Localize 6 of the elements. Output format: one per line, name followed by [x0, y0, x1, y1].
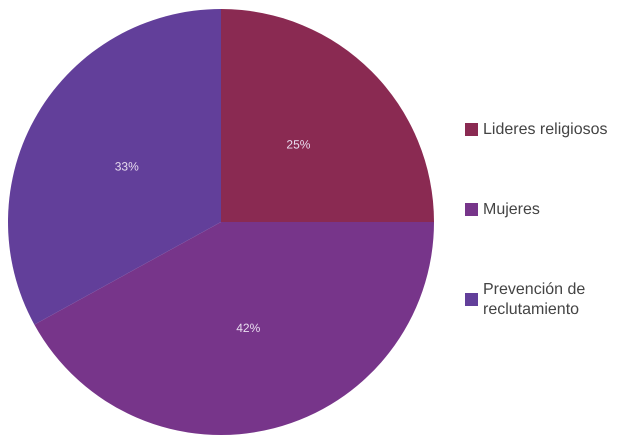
- data-label: 33%: [114, 159, 140, 174]
- legend-label: Prevención de reclutamiento: [483, 281, 590, 318]
- legend-label: Mujeres: [483, 201, 540, 218]
- legend-label: Lideres religiosos: [483, 121, 608, 138]
- data-label: 25%: [286, 138, 311, 152]
- data-label: 42%: [236, 321, 261, 336]
